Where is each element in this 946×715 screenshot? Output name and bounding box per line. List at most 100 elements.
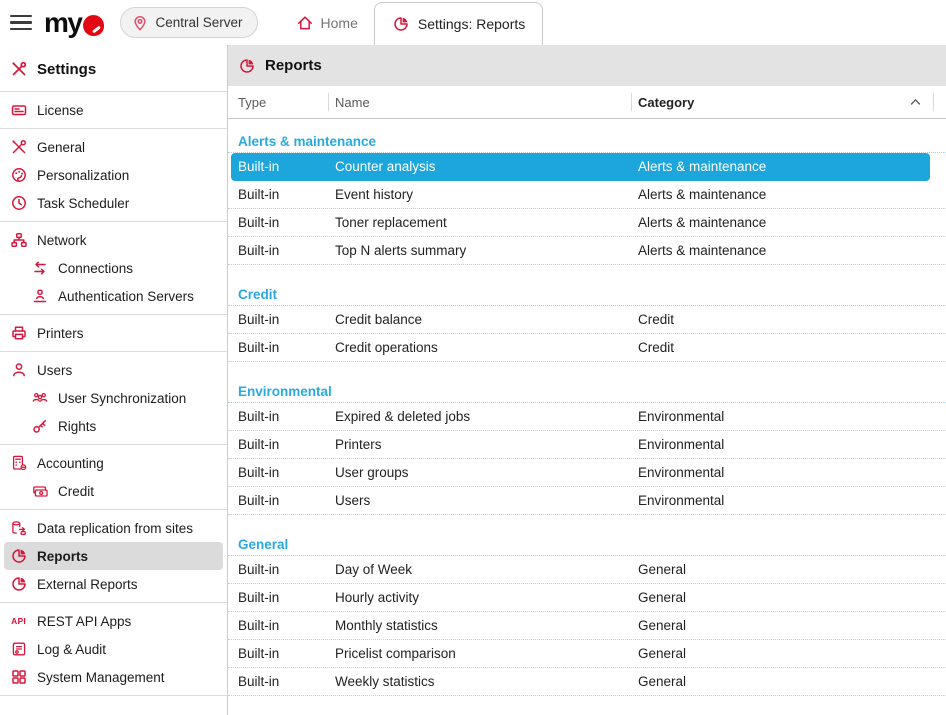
column-divider [631,93,632,111]
sidebar-item-personalization[interactable]: Personalization [0,161,227,189]
divider [0,91,227,92]
cell-type: Built-in [238,437,280,452]
sidebar-item-log-audit[interactable]: Log & Audit [0,635,227,663]
table-row[interactable]: Built-in Printers Environmental [228,431,946,459]
divider [0,351,227,352]
sidebar-item-users[interactable]: Users [0,356,227,384]
sidebar-item-data-replication[interactable]: Data replication from sites [0,514,227,542]
sidebar-item-rights[interactable]: Rights [0,412,227,440]
pie-chart-icon [9,575,28,593]
cell-category: Environmental [638,493,725,508]
table-row[interactable]: Built-in Credit operations Credit [228,334,946,362]
table-row[interactable]: Built-in Hourly activity General [228,584,946,612]
table-row[interactable]: Built-in Toner replacement Alerts & main… [228,209,946,237]
database-sync-icon [9,519,28,537]
report-group-general: General Built-in Day of Week General Bui… [228,535,946,696]
tab-settings-reports[interactable]: Settings: Reports [373,2,544,45]
top-bar: my Central Server Home Settings: Reports [0,0,946,45]
cell-name: User groups [335,465,409,480]
cell-type: Built-in [238,215,280,230]
cell-type: Built-in [238,312,280,327]
cell-name: Hourly activity [335,590,420,605]
report-group-environmental: Environmental Built-in Expired & deleted… [228,382,946,515]
sort-ascending-icon [910,99,921,105]
sidebar-item-printers[interactable]: Printers [0,319,227,347]
main-content: Reports Type Name Category Alerts & main… [228,45,946,715]
sidebar-item-external-reports[interactable]: External Reports [0,570,227,598]
table-row[interactable]: Built-in Top N alerts summary Alerts & m… [228,237,946,265]
settings-sidebar: Settings License General Personalization [0,45,228,715]
tab-home[interactable]: Home [280,14,374,32]
cell-category: Credit [638,312,675,327]
cell-name: Expired & deleted jobs [335,409,471,424]
table-row[interactable]: Built-in Weekly statistics General [228,668,946,696]
cell-name: Toner replacement [335,215,447,230]
sidebar-item-general[interactable]: General [0,133,227,161]
group-header: Alerts & maintenance [228,132,946,153]
cell-category: General [638,646,687,661]
calculator-icon [9,454,28,472]
palette-icon [9,166,28,184]
sidebar-item-license[interactable]: License [0,96,227,124]
table-row[interactable]: Built-in Users Environmental [228,487,946,515]
sidebar-item-network[interactable]: Network [0,226,227,254]
table-row[interactable]: Built-in Pricelist comparison General [228,640,946,668]
group-header: Environmental [228,382,946,403]
server-name: Central Server [155,15,243,30]
table-header: Type Name Category [228,86,946,119]
table-row[interactable]: Built-in Day of Week General [228,556,946,584]
sidebar-item-reports[interactable]: Reports [4,542,223,570]
column-header-name[interactable]: Name [335,94,370,110]
cell-category: Alerts & maintenance [638,243,767,258]
cell-type: Built-in [238,562,280,577]
printer-icon [9,324,28,342]
table-row[interactable]: Built-in Event history Alerts & maintena… [228,181,946,209]
tools-icon [9,60,28,78]
table-row[interactable]: Built-in Credit balance Credit [228,306,946,334]
api-icon: API [11,616,26,626]
cell-name: Day of Week [335,562,413,577]
cell-category: General [638,590,687,605]
sidebar-item-rest-api-apps[interactable]: API REST API Apps [0,607,227,635]
menu-hamburger-icon[interactable] [10,14,32,31]
user-icon [9,361,28,379]
cell-category: Alerts & maintenance [638,187,767,202]
table-row[interactable]: Built-in Expired & deleted jobs Environm… [228,403,946,431]
sidebar-item-accounting[interactable]: Accounting [0,449,227,477]
table-row[interactable]: Built-in Counter analysis Alerts & maint… [231,153,930,181]
sidebar-item-connections[interactable]: Connections [0,254,227,282]
cell-type: Built-in [238,646,280,661]
divider [0,509,227,510]
cell-category: General [638,674,687,689]
cell-category: General [638,618,687,633]
table-row[interactable]: Built-in User groups Environmental [228,459,946,487]
cell-type: Built-in [238,590,280,605]
cell-category: Alerts & maintenance [638,159,767,174]
sidebar-item-credit[interactable]: Credit [0,477,227,505]
user-group-icon [30,389,49,407]
myq-logo[interactable]: my [44,8,105,36]
sidebar-item-authentication-servers[interactable]: Authentication Servers [0,282,227,310]
column-header-category[interactable]: Category [638,95,933,110]
cell-name: Printers [335,437,382,452]
column-header-type[interactable]: Type [238,94,267,110]
table-row[interactable]: Built-in Monthly statistics General [228,612,946,640]
grid-squares-icon [9,668,28,686]
tools-icon [9,138,28,156]
sidebar-item-task-scheduler[interactable]: Task Scheduler [0,189,227,217]
pie-chart-icon [394,17,408,31]
sidebar-item-system-management[interactable]: System Management [0,663,227,691]
swap-arrows-icon [30,259,49,277]
divider [0,128,227,129]
pie-chart-icon [9,547,28,565]
cell-type: Built-in [238,243,280,258]
banknotes-icon [30,482,49,500]
divider [0,444,227,445]
sidebar-item-user-synchronization[interactable]: User Synchronization [0,384,227,412]
cell-type: Built-in [238,187,280,202]
server-selector-button[interactable]: Central Server [120,7,258,38]
cell-type: Built-in [238,159,280,174]
cell-category: General [638,562,687,577]
key-icon [30,417,49,435]
location-pin-icon [134,15,147,31]
